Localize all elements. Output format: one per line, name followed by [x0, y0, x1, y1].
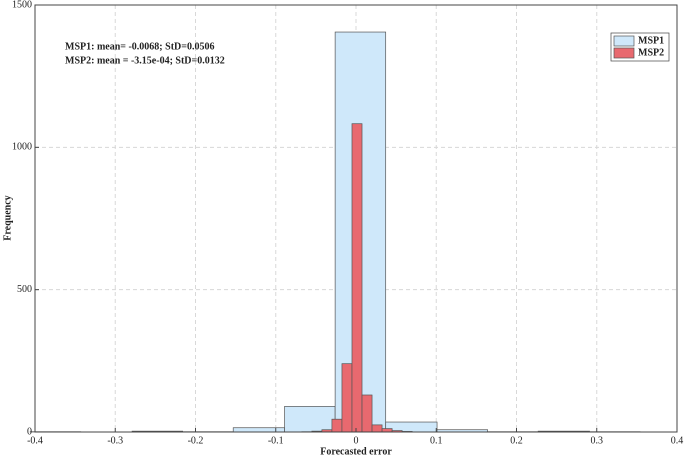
x-tick-label: 0.2 [510, 435, 523, 446]
histogram-bar [232, 427, 285, 433]
x-tick-label: -0.3 [107, 435, 123, 446]
annotation: MSP2: mean = -3.15e-04; StD=0.0132 [65, 55, 225, 66]
y-tick-label: 1500 [12, 0, 32, 10]
x-tick-label: 0.3 [591, 435, 604, 446]
histogram-bar [351, 123, 363, 433]
y-axis-label: Frequency [2, 195, 13, 240]
legend-label: MSP1 [638, 35, 664, 46]
histogram-bar [381, 428, 393, 433]
y-tick-label: 500 [17, 284, 32, 295]
x-tick-label: 0.1 [430, 435, 443, 446]
histogram-bar [341, 363, 353, 433]
x-tick-label: 0.4 [671, 435, 684, 446]
x-axis-label: Forecasted error [320, 446, 392, 457]
histogram-bar [371, 424, 383, 433]
histogram-bar [331, 418, 343, 433]
x-tick-label: 0 [354, 435, 359, 446]
histogram-bar [284, 406, 336, 433]
bars [29, 31, 641, 433]
legend-label: MSP2 [638, 47, 664, 58]
x-tick-label: -0.2 [188, 435, 204, 446]
legend-swatch [613, 47, 635, 59]
x-tick-label: -0.4 [27, 435, 43, 446]
histogram-bar [361, 394, 373, 433]
y-tick-label: 1000 [12, 142, 32, 153]
y-tick-label: 0 [27, 426, 32, 437]
legend-swatch [613, 35, 635, 47]
x-tick-label: -0.1 [268, 435, 284, 446]
annotation: MSP1: mean= -0.0068; StD=0.0506 [65, 41, 214, 52]
